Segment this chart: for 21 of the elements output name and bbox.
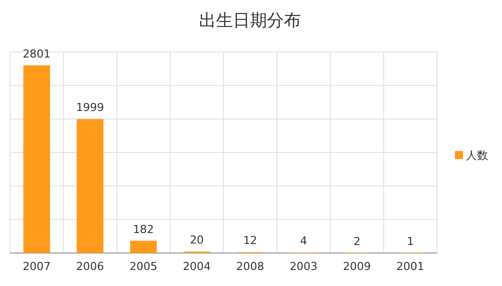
x-tick-label: 2006 bbox=[76, 260, 104, 273]
data-label: 12 bbox=[243, 234, 258, 248]
x-tick-label: 2007 bbox=[22, 260, 51, 273]
data-label: 182 bbox=[132, 222, 154, 236]
x-tick-label: 2001 bbox=[396, 260, 424, 273]
data-label: 1 bbox=[406, 234, 414, 248]
x-tick-label: 2004 bbox=[182, 260, 211, 273]
data-label: 2 bbox=[353, 234, 360, 248]
data-label: 1999 bbox=[76, 101, 104, 114]
bar bbox=[23, 65, 50, 253]
data-label: 20 bbox=[190, 234, 204, 247]
x-tick-label: 2005 bbox=[129, 260, 158, 273]
bar bbox=[76, 119, 104, 253]
x-tick-label: 2008 bbox=[236, 260, 264, 273]
x-tick-label: 2003 bbox=[290, 260, 318, 273]
data-label: 4 bbox=[300, 234, 308, 248]
data-label: 2801 bbox=[22, 47, 51, 60]
bar bbox=[130, 240, 157, 253]
chart-title: 出生日期分布 bbox=[199, 11, 301, 31]
x-tick-label: 2009 bbox=[342, 260, 371, 273]
legend-label: 人数 bbox=[466, 149, 488, 162]
